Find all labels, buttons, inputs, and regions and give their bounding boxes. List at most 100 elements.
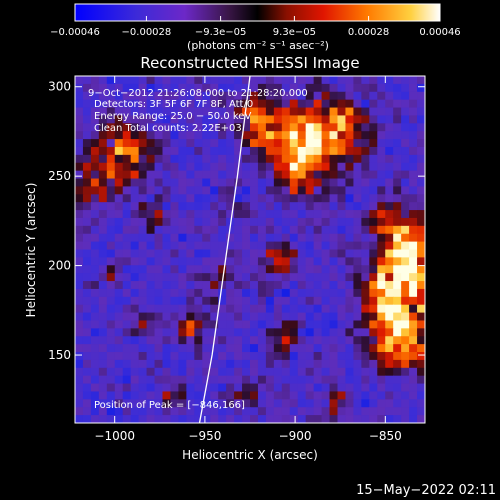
heatmap-cell bbox=[210, 320, 219, 329]
heatmap-cell bbox=[305, 76, 315, 85]
heatmap-cell bbox=[385, 162, 394, 172]
colorbar-tick-label: −0.00046 bbox=[50, 27, 100, 38]
heatmap-cell bbox=[401, 296, 410, 306]
heatmap-cell bbox=[114, 123, 124, 132]
heatmap-cell bbox=[170, 115, 179, 124]
heatmap-cell bbox=[202, 399, 211, 408]
heatmap-cell bbox=[218, 383, 227, 393]
heatmap-cell bbox=[289, 320, 299, 329]
heatmap-cell bbox=[130, 383, 140, 393]
heatmap-cell bbox=[321, 115, 331, 124]
heatmap-cell bbox=[345, 296, 354, 306]
heatmap-cell bbox=[369, 249, 378, 258]
heatmap-cell bbox=[305, 146, 315, 156]
heatmap-cell bbox=[409, 217, 418, 227]
heatmap-cell bbox=[186, 210, 195, 219]
heatmap-cell bbox=[329, 352, 339, 361]
colorbar-tick-label: −0.00028 bbox=[122, 27, 172, 38]
heatmap-cell bbox=[345, 233, 354, 243]
heatmap-cell bbox=[106, 225, 116, 235]
heatmap-cell bbox=[242, 288, 251, 298]
heatmap-cell bbox=[401, 233, 410, 243]
heatmap-cell bbox=[138, 194, 148, 203]
y-tick-label: 150 bbox=[48, 348, 71, 362]
heatmap-cell bbox=[401, 312, 410, 322]
heatmap-cell bbox=[98, 281, 108, 290]
heatmap-cell bbox=[305, 154, 315, 164]
heatmap-cell bbox=[178, 407, 187, 416]
heatmap-cell bbox=[178, 131, 187, 140]
heatmap-cell bbox=[393, 225, 402, 235]
heatmap-cell bbox=[226, 170, 235, 180]
heatmap-cell bbox=[401, 367, 410, 377]
heatmap-cell bbox=[289, 288, 299, 298]
heatmap-cell bbox=[162, 194, 172, 203]
heatmap-cell bbox=[369, 99, 378, 109]
heatmap-cell bbox=[146, 202, 156, 211]
heatmap-cell bbox=[257, 162, 267, 172]
heatmap-cell bbox=[393, 241, 402, 251]
heatmap-cell bbox=[409, 415, 418, 423]
heatmap-cell bbox=[337, 76, 347, 85]
heatmap-cell bbox=[138, 320, 148, 329]
heatmap-cell bbox=[281, 154, 291, 164]
heatmap-cell bbox=[170, 415, 179, 423]
heatmap-cell bbox=[273, 202, 283, 211]
heatmap-cell bbox=[321, 320, 331, 329]
heatmap-cell bbox=[257, 257, 267, 266]
heatmap-cell bbox=[210, 407, 219, 416]
heatmap-cell bbox=[122, 257, 132, 266]
heatmap-cell bbox=[409, 312, 418, 322]
heatmap-cell bbox=[417, 91, 425, 101]
heatmap-cell bbox=[226, 249, 235, 258]
heatmap-cell bbox=[329, 367, 339, 377]
heatmap-cell bbox=[257, 249, 267, 258]
heatmap-cell bbox=[417, 320, 425, 329]
heatmap-cell bbox=[417, 154, 425, 164]
heatmap-cell bbox=[218, 91, 227, 101]
heatmap-cell bbox=[321, 241, 331, 251]
colorbar-tick-label: −9.3e−05 bbox=[195, 27, 247, 38]
heatmap-cell bbox=[75, 359, 84, 369]
heatmap-cell bbox=[234, 288, 243, 298]
heatmap-cell bbox=[75, 281, 84, 290]
heatmap-cell bbox=[82, 186, 92, 195]
heatmap-cell bbox=[385, 281, 394, 290]
heatmap-cell bbox=[321, 154, 331, 164]
heatmap-cell bbox=[218, 296, 227, 306]
heatmap-cell bbox=[369, 233, 378, 243]
heatmap-cell bbox=[273, 281, 283, 290]
heatmap-cell bbox=[106, 312, 116, 322]
heatmap-cell bbox=[321, 265, 331, 274]
heatmap-cell bbox=[106, 344, 116, 353]
heatmap-cell bbox=[122, 265, 132, 274]
heatmap-cell bbox=[146, 415, 156, 423]
heatmap-cell bbox=[90, 162, 100, 172]
heatmap-cell bbox=[154, 154, 164, 164]
heatmap-cell bbox=[130, 304, 140, 314]
heatmap-cell bbox=[90, 336, 100, 345]
heatmap-cell bbox=[154, 281, 164, 290]
heatmap-cell bbox=[289, 352, 299, 361]
heatmap-cell bbox=[146, 249, 156, 258]
heatmap-cell bbox=[106, 146, 116, 156]
y-tick-label: 200 bbox=[48, 259, 71, 273]
colorbar-unit-label: (photons cm⁻² s⁻¹ asec⁻²) bbox=[187, 39, 329, 52]
heatmap-cell bbox=[353, 367, 362, 377]
heatmap-cell bbox=[75, 304, 84, 314]
heatmap-cell bbox=[234, 257, 243, 266]
heatmap-cell bbox=[146, 352, 156, 361]
heatmap-cell bbox=[250, 328, 259, 337]
heatmap-cell bbox=[297, 178, 307, 188]
heatmap-cell bbox=[289, 146, 299, 156]
heatmap-cell bbox=[353, 344, 362, 353]
heatmap-cell bbox=[257, 367, 267, 377]
heatmap-cell bbox=[417, 202, 425, 211]
heatmap-cell bbox=[138, 304, 148, 314]
heatmap-cell bbox=[321, 296, 331, 306]
heatmap-cell bbox=[162, 107, 172, 117]
heatmap-cell bbox=[186, 383, 195, 393]
heatmap-cell bbox=[273, 304, 283, 314]
heatmap-cell bbox=[337, 91, 347, 101]
heatmap-cell bbox=[98, 352, 108, 361]
